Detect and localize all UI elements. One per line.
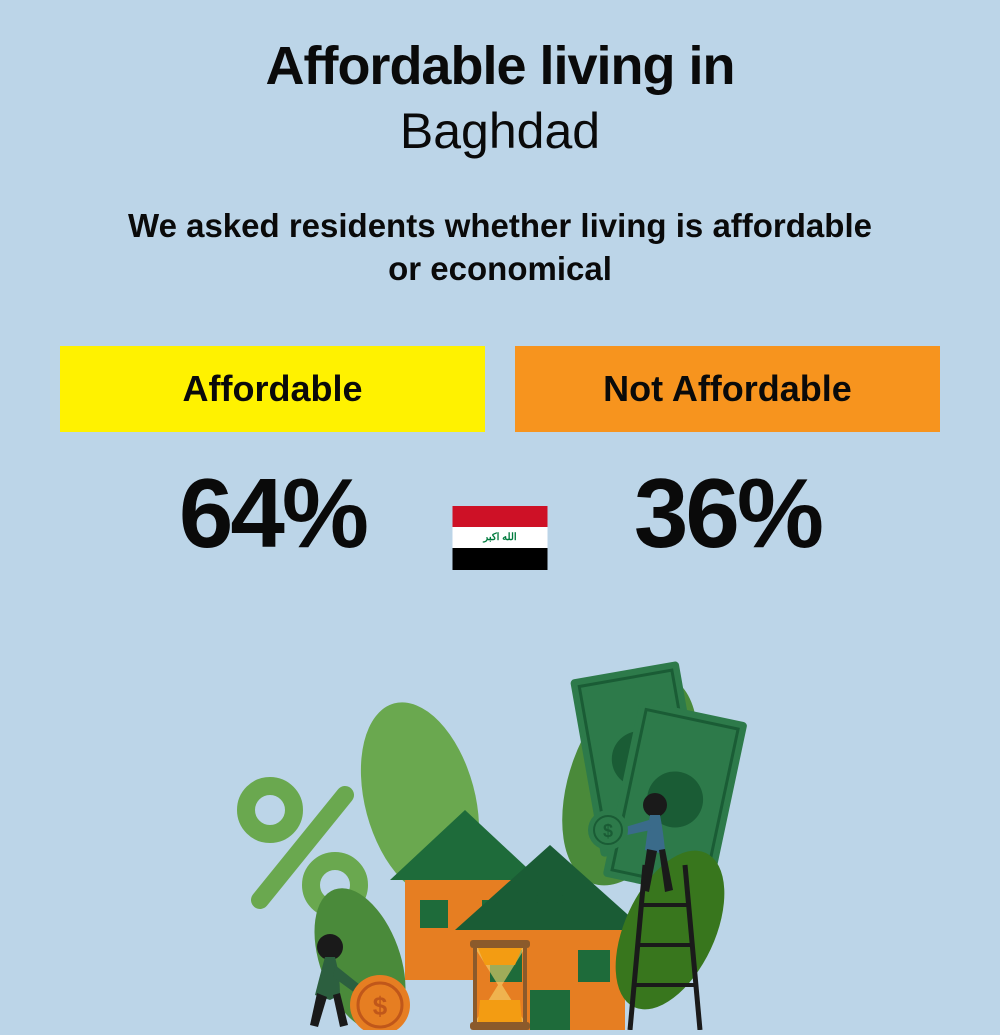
not-affordable-label: Not Affordable	[515, 346, 940, 432]
svg-text:$: $	[373, 991, 388, 1021]
svg-text:$: $	[603, 821, 613, 841]
not-affordable-value: 36%	[515, 457, 940, 570]
affordability-illustration: $ $	[190, 650, 810, 1030]
page-title: Affordable living in	[0, 0, 1000, 97]
survey-description: We asked residents whether living is aff…	[0, 205, 1000, 291]
not-affordable-stat: Not Affordable 36%	[515, 346, 940, 570]
flag-stripe-red	[453, 506, 548, 527]
flag-stripe-black	[453, 548, 548, 569]
stats-container: Affordable 64% الله اكبر Not Affordable …	[0, 346, 1000, 570]
city-name: Baghdad	[0, 102, 1000, 160]
flag-stripe-white: الله اكبر	[453, 527, 548, 548]
iraq-flag-icon: الله اكبر	[453, 506, 548, 570]
affordable-stat: Affordable 64%	[60, 346, 485, 570]
affordable-value: 64%	[60, 457, 485, 570]
affordable-label: Affordable	[60, 346, 485, 432]
